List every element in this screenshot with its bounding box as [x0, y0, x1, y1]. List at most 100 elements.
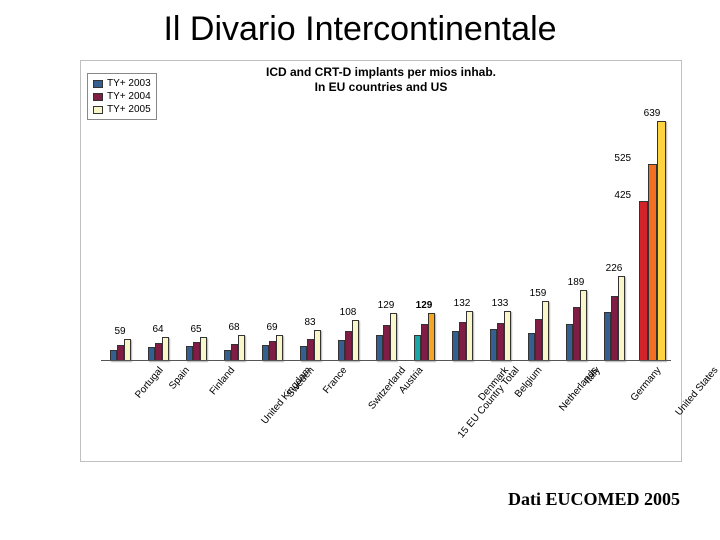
bar-value-label: 129 — [378, 300, 395, 311]
legend-label: TY+ 2004 — [107, 90, 151, 103]
bar-value-label: 68 — [228, 322, 239, 333]
bar-group: 69 — [253, 335, 291, 361]
bar — [573, 307, 580, 361]
x-category-label: 15 EU Country Total — [405, 361, 443, 461]
chart-subtitle: ICD and CRT-D implants per mios inhab. I… — [81, 65, 681, 95]
x-category-label: United Kingdom — [215, 361, 253, 461]
bar-group: 108 — [329, 320, 367, 361]
bar — [124, 339, 131, 361]
bar — [238, 335, 245, 361]
bar — [611, 296, 618, 361]
x-category-label: Netherlands — [519, 361, 557, 461]
legend-item: TY+ 2005 — [93, 103, 151, 116]
bar — [466, 311, 473, 361]
bar — [162, 337, 169, 361]
x-axis-labels: PortugalSpainFinlandUnited KingdomSweden… — [101, 361, 671, 461]
bar-group: 129 — [367, 313, 405, 361]
x-category-label: Spain — [139, 361, 177, 461]
bar — [300, 346, 307, 361]
bar — [376, 335, 383, 361]
bar — [639, 201, 648, 361]
bar — [352, 320, 359, 361]
bar — [452, 331, 459, 361]
bar-group: 59 — [101, 339, 139, 361]
bar-group: 133 — [481, 311, 519, 361]
x-category-label: Finland — [177, 361, 215, 461]
bar — [262, 345, 269, 361]
bar — [497, 323, 504, 361]
bar-value-label: 83 — [304, 317, 315, 328]
legend-item: TY+ 2004 — [93, 90, 151, 103]
x-category-label: Portugal — [101, 361, 139, 461]
bar — [459, 322, 466, 361]
bar-value-label: 132 — [454, 298, 471, 309]
x-category-label: Germany — [595, 361, 633, 461]
bar — [117, 345, 124, 361]
bar-group: 189 — [557, 290, 595, 361]
x-category-label: Switzerland — [329, 361, 367, 461]
x-category-label: Italy — [557, 361, 595, 461]
bar-group: 159 — [519, 301, 557, 361]
plot-area: 5964656869831081291291321331591892266394… — [101, 121, 671, 361]
footer-source: Dati EUCOMED 2005 — [508, 489, 680, 510]
legend-item: TY+ 2003 — [93, 77, 151, 90]
slide: Il Divario Intercontinentale ICD and CRT… — [0, 0, 720, 540]
bar-group: 226 — [595, 276, 633, 361]
bar-value-label: 69 — [266, 322, 277, 333]
bar — [307, 339, 314, 361]
bar-value-label: 65 — [190, 324, 201, 335]
bar — [414, 335, 421, 361]
bar-value-label: 59 — [114, 326, 125, 337]
bar — [200, 337, 207, 361]
bar — [528, 333, 535, 361]
bar — [421, 324, 428, 361]
legend-swatch — [93, 106, 103, 114]
bar-value-label: 108 — [340, 307, 357, 318]
bar — [314, 330, 321, 361]
bar-value-label: 639 — [644, 108, 661, 119]
bar — [155, 343, 162, 361]
bar — [186, 346, 193, 361]
x-category-label: France — [291, 361, 329, 461]
bar — [566, 324, 573, 361]
bar-group: 132 — [443, 311, 481, 361]
chart-subtitle-2: In EU countries and US — [315, 80, 448, 94]
bar-value-label: 159 — [530, 288, 547, 299]
page-title: Il Divario Intercontinentale — [0, 10, 720, 49]
bar — [618, 276, 625, 361]
bar-group: 64 — [139, 337, 177, 361]
legend-swatch — [93, 80, 103, 88]
bar — [542, 301, 549, 361]
bar — [648, 164, 657, 361]
bar — [504, 311, 511, 361]
legend-label: TY+ 2005 — [107, 103, 151, 116]
bar — [535, 319, 542, 361]
x-category-label: United States — [633, 361, 671, 461]
bar — [490, 329, 497, 361]
legend: TY+ 2003TY+ 2004TY+ 2005 — [87, 73, 157, 120]
bar — [276, 335, 283, 361]
x-category-label: Denmark — [443, 361, 481, 461]
bar — [657, 121, 666, 361]
bar — [269, 341, 276, 361]
bar — [428, 313, 435, 361]
bar-value-label: 133 — [492, 298, 509, 309]
bar-group: 68 — [215, 335, 253, 361]
bar — [148, 347, 155, 361]
bar-value-label: 226 — [606, 263, 623, 274]
bar-value-label: 525 — [614, 153, 631, 164]
chart-subtitle-1: ICD and CRT-D implants per mios inhab. — [266, 65, 496, 79]
bar — [345, 331, 352, 361]
bars-row: 5964656869831081291291321331591892266394… — [101, 121, 671, 361]
bar-group: 65 — [177, 337, 215, 361]
bar-group: 129 — [405, 313, 443, 361]
x-category-label: Belgium — [481, 361, 519, 461]
legend-swatch — [93, 93, 103, 101]
x-category-label: Austria — [367, 361, 405, 461]
bar-value-label: 129 — [416, 300, 433, 311]
bar-group: 83 — [291, 330, 329, 361]
bar — [604, 312, 611, 361]
bar — [390, 313, 397, 361]
bar — [338, 340, 345, 361]
x-category-label: Sweden — [253, 361, 291, 461]
